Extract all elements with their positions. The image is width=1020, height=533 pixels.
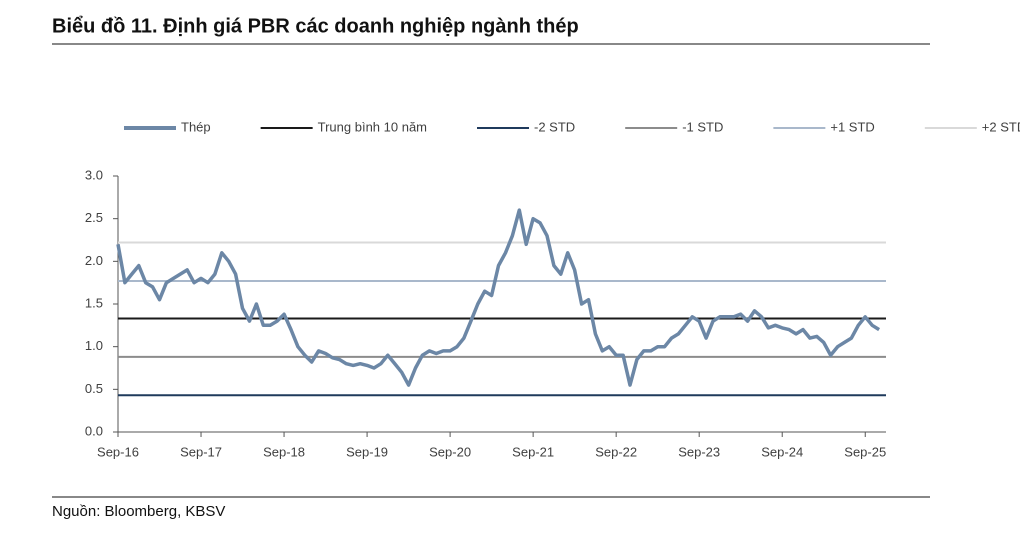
x-tick-label: Sep-23 [678,444,720,459]
y-tick-label: 0.0 [85,423,103,438]
y-tick-label: 1.5 [85,295,103,310]
y-tick-label: 0.5 [85,381,103,396]
x-tick-label: Sep-22 [595,444,637,459]
x-tick-label: Sep-21 [512,444,554,459]
legend-label: -1 STD [682,119,723,134]
x-tick-label: Sep-24 [761,444,803,459]
x-tick-label: Sep-25 [844,444,886,459]
x-tick-label: Sep-18 [263,444,305,459]
x-tick-label: Sep-20 [429,444,471,459]
data-line [116,208,881,387]
chart-title: Biểu đồ 11. Định giá PBR các doanh nghiệ… [52,15,579,37]
legend-label: Thép [181,119,211,134]
y-tick-label: 3.0 [85,167,103,182]
y-tick-label: 1.0 [85,338,103,353]
y-tick-label: 2.0 [85,253,103,268]
legend-label: +1 STD [830,119,874,134]
x-tick-label: Sep-17 [180,444,222,459]
y-tick-label: 2.5 [85,210,103,225]
x-tick-label: Sep-19 [346,444,388,459]
legend-label: -2 STD [534,119,575,134]
legend-label: Trung bình 10 năm [318,119,427,134]
legend-label: +2 STD [982,119,1020,134]
x-tick-label: Sep-16 [97,444,139,459]
source: Nguồn: Bloomberg, KBSV [52,503,225,520]
